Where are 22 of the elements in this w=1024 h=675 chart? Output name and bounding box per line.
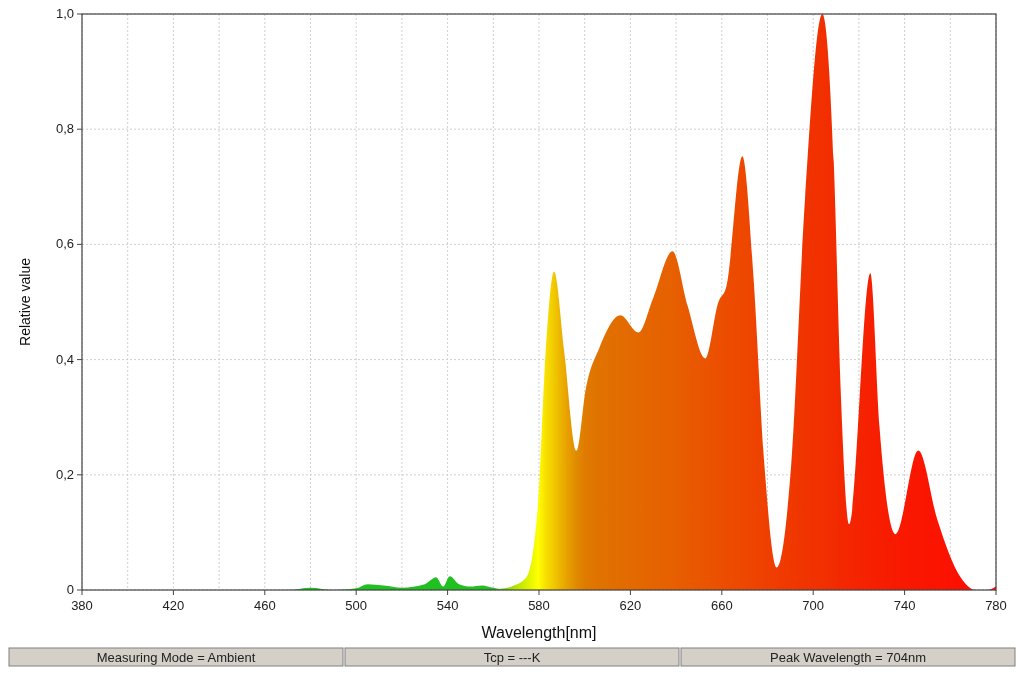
y-tick-label: 1,0	[55, 6, 74, 21]
x-tick-label: 700	[802, 598, 825, 613]
y-tick-label: 0	[66, 582, 74, 597]
x-tick-label: 620	[619, 598, 642, 613]
y-tick-label: 0,4	[55, 351, 74, 367]
x-tick-label: 540	[436, 598, 459, 613]
x-tick-label: 500	[345, 598, 368, 613]
text: Tcp = ---K	[483, 650, 541, 665]
x-tick-label: 420	[162, 598, 185, 613]
text: Measuring Mode = Ambient	[96, 650, 256, 665]
y-tick-label: 0,8	[55, 121, 74, 137]
x-tick-label: 380	[71, 598, 93, 613]
x-tick-label: 580	[528, 598, 550, 613]
x-axis-title: Wavelength[nm]	[481, 624, 597, 641]
x-tick-label: 780	[985, 598, 1007, 613]
x-tick-label: 660	[710, 598, 733, 613]
y-tick-label: 0,2	[55, 466, 74, 482]
text: Peak Wavelength = 704nm	[770, 650, 926, 665]
x-tick-label: 740	[893, 598, 916, 613]
x-tick-label: 460	[253, 598, 276, 613]
y-tick-label: 0,6	[55, 236, 74, 252]
y-axis-title: Relative value	[17, 257, 33, 346]
